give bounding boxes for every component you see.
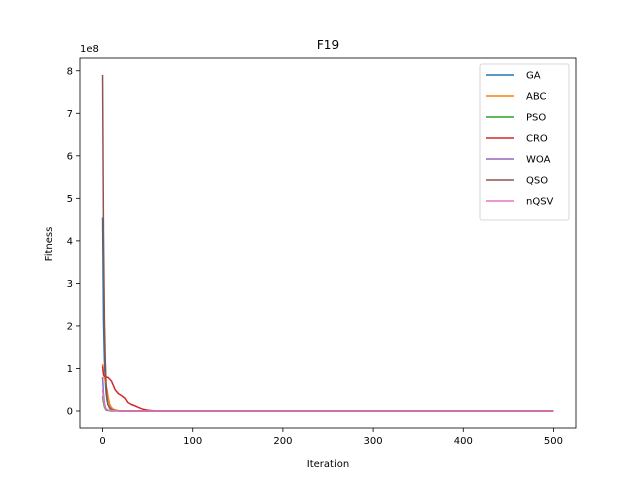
y-tick-label: 8 — [67, 66, 73, 77]
plot-area — [101, 75, 554, 412]
x-tick-label: 100 — [183, 436, 202, 447]
legend-label-qso: QSO — [526, 176, 548, 187]
x-tick-label: 500 — [544, 436, 563, 447]
chart-title: F19 — [317, 38, 339, 52]
x-tick-label: 0 — [99, 436, 105, 447]
y-axis-offset-label: 1e8 — [80, 44, 99, 55]
legend-label-ga: GA — [526, 71, 541, 82]
y-tick-label: 3 — [67, 279, 73, 290]
x-tick-label: 400 — [454, 436, 473, 447]
y-tick-label: 6 — [67, 151, 73, 162]
y-axis: 0 1 2 3 4 5 6 7 8 — [67, 66, 80, 417]
x-axis-label: Iteration — [307, 459, 349, 470]
legend-label-cro: CRO — [526, 134, 548, 145]
legend-label-nqsv: nQSV — [526, 197, 554, 208]
y-tick-label: 0 — [67, 406, 73, 417]
series-line-cro — [101, 366, 554, 412]
x-axis: 0 100 200 300 400 500 — [99, 428, 563, 447]
legend-label-woa: WOA — [526, 155, 551, 166]
y-tick-label: 2 — [67, 321, 73, 332]
series-line-nqsv — [101, 389, 554, 412]
y-tick-label: 5 — [67, 194, 73, 205]
legend-label-pso: PSO — [526, 113, 546, 124]
x-tick-label: 300 — [364, 436, 383, 447]
legend-label-abc: ABC — [526, 92, 547, 103]
y-axis-label: Fitness — [44, 227, 55, 262]
legend: GA ABC PSO CRO WOA QSO nQSV — [479, 63, 570, 221]
y-tick-label: 4 — [67, 236, 73, 247]
x-tick-label: 200 — [273, 436, 292, 447]
legend-box — [479, 63, 570, 221]
y-tick-label: 1 — [67, 364, 73, 375]
y-tick-label: 7 — [67, 109, 73, 120]
plot-frame — [79, 57, 577, 429]
